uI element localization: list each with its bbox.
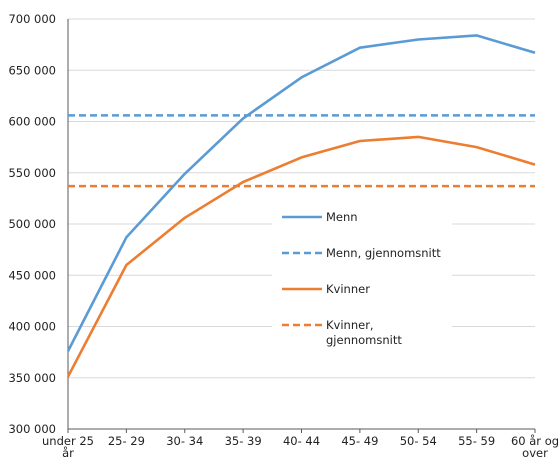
legend: Menn Menn, gjennomsnitt Kvinner Kvinner,gje… bbox=[272, 204, 452, 356]
y-tick-label: 650 000 bbox=[8, 63, 56, 77]
x-tick-label: 45- 49 bbox=[341, 434, 378, 448]
legend-label: Menn bbox=[326, 210, 358, 224]
y-tick-label: 450 000 bbox=[8, 268, 56, 282]
legend-label: gjennomsnitt bbox=[326, 333, 402, 347]
series-lines bbox=[66, 34, 536, 378]
x-tick-label: 60 år og bbox=[511, 434, 559, 448]
legend-label: Menn, gjennomsnitt bbox=[326, 246, 441, 260]
y-tick-label: 600 000 bbox=[8, 115, 56, 129]
y-tick-label: 700 000 bbox=[8, 12, 56, 26]
series-line bbox=[66, 135, 536, 378]
y-tick-label: 350 000 bbox=[8, 371, 56, 385]
y-tick-label: 500 000 bbox=[8, 217, 56, 231]
x-tick-label: 25- 29 bbox=[108, 434, 145, 448]
series-line bbox=[66, 34, 536, 352]
x-tick-label: over bbox=[522, 446, 548, 460]
x-tick-label: 55- 59 bbox=[458, 434, 495, 448]
legend-box bbox=[272, 204, 452, 356]
x-tick-label: under 25 bbox=[42, 434, 94, 448]
y-tick-label: 550 000 bbox=[8, 166, 56, 180]
legend-label: Kvinner, bbox=[326, 318, 374, 332]
x-tick-label: år bbox=[62, 446, 74, 460]
x-tick-label: 50- 54 bbox=[400, 434, 437, 448]
y-tick-label: 400 000 bbox=[8, 320, 56, 334]
x-tick-label: 30- 34 bbox=[166, 434, 203, 448]
x-tick-label: 40- 44 bbox=[283, 434, 320, 448]
axes bbox=[67, 19, 536, 433]
y-tick-label: 300 000 bbox=[8, 422, 56, 436]
x-tick-label: 35- 39 bbox=[225, 434, 262, 448]
legend-label: Kvinner bbox=[326, 282, 370, 296]
tick-labels: 300 000 350 000 400 000 450 000 500 000 550 0… bbox=[8, 12, 559, 460]
